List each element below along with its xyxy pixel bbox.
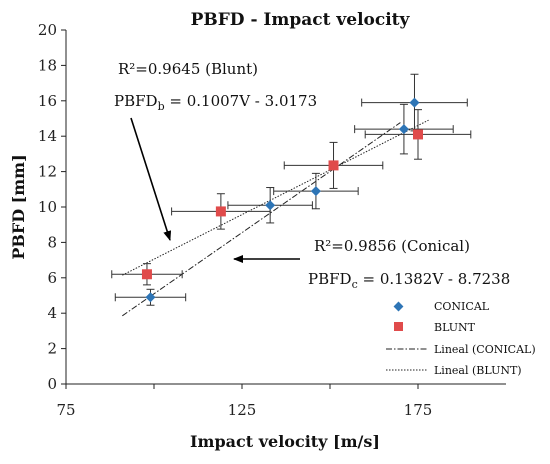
y-tick-label: 6: [47, 269, 57, 287]
x-ticks: 75 125 175: [56, 384, 432, 419]
legend-conical-swatch: [393, 301, 404, 312]
conical-eq-main: PBFD: [308, 270, 352, 288]
conical-eq-sub: c: [352, 278, 358, 291]
trendlines: [122, 119, 429, 317]
blunt-equation-annotation: PBFDb = 0.1007V - 3.0173: [114, 92, 317, 113]
conical-eq-rest: = 0.1382V - 8.7238: [358, 270, 511, 288]
y-ticks: 0 2 4 6 8 10 12 14 16 18 20: [38, 21, 66, 393]
blunt-eq-rest: = 0.1007V - 3.0173: [165, 92, 318, 110]
y-tick-label: 12: [38, 163, 57, 181]
y-tick-label: 4: [47, 304, 57, 322]
y-tick-label: 2: [47, 340, 57, 358]
y-tick-label: 10: [38, 198, 57, 216]
legend-trend-conical-label: Lineal (CONICAL): [434, 343, 536, 356]
legend-trend-blunt-label: Lineal (BLUNT): [434, 364, 522, 377]
y-axis-label: PBFD [mm]: [9, 154, 28, 259]
y-tick-label: 8: [47, 233, 57, 251]
legend-blunt-label: BLUNT: [434, 321, 476, 334]
blunt-eq-sub: b: [158, 100, 165, 113]
conical-data-point: [265, 200, 276, 211]
blunt-r2-annotation: R²=0.9645 (Blunt): [118, 60, 258, 78]
y-tick-label: 14: [38, 127, 57, 145]
blunt-data-point: [141, 269, 152, 280]
x-tick-label: 175: [404, 401, 433, 419]
blunt-data-point: [215, 206, 226, 217]
chart-title: PBFD - Impact velocity: [191, 10, 411, 30]
conical-data-point: [409, 97, 420, 108]
conical-data-point: [310, 186, 321, 197]
blunt-data-point: [328, 160, 339, 171]
conical-equation-annotation: PBFDc = 0.1382V - 8.7238: [308, 270, 510, 291]
conical-data-point: [398, 124, 409, 135]
legend-conical-label: CONICAL: [434, 300, 490, 313]
legend: CONICAL BLUNT Lineal (CONICAL) Lineal (B…: [386, 300, 536, 377]
x-tick-label: 75: [56, 401, 75, 419]
blunt-data-point: [413, 129, 423, 140]
y-tick-label: 16: [38, 92, 57, 110]
trendline-blunt: [122, 119, 429, 276]
trendline-conical: [122, 122, 401, 317]
conical-data-point: [145, 292, 156, 303]
conical-r2-annotation: R²=0.9856 (Conical): [314, 237, 470, 255]
data-markers: [141, 97, 423, 303]
blunt-arrow: [130, 117, 172, 241]
blunt-eq-main: PBFD: [114, 92, 158, 110]
y-tick-label: 20: [38, 21, 57, 39]
legend-blunt-swatch: [394, 322, 403, 331]
y-tick-label: 18: [38, 56, 57, 74]
y-tick-label: 0: [47, 375, 57, 393]
x-axis-label: Impact velocity [m/s]: [190, 432, 380, 451]
x-tick-label: 125: [228, 401, 257, 419]
